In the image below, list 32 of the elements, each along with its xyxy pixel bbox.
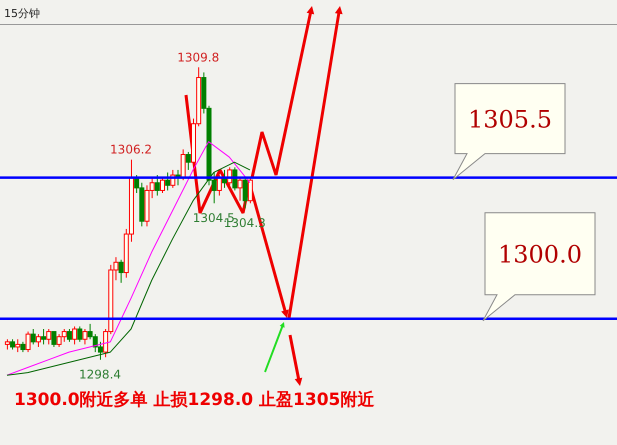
candlestick	[26, 331, 31, 353]
candlestick	[82, 328, 88, 345]
candlestick	[66, 328, 72, 342]
callout-box: 1305.5	[452, 83, 566, 180]
ref-line-label: 1305.5	[468, 106, 552, 134]
annotation: 1309.8	[177, 50, 220, 64]
candlestick	[30, 328, 36, 345]
candlestick	[180, 148, 186, 181]
annotation: 1306.2	[110, 142, 152, 157]
candlestick	[248, 177, 253, 204]
candlestick	[238, 177, 243, 202]
ref-line-label: 1300.0	[498, 240, 582, 269]
candlestick	[242, 177, 248, 209]
candlestick	[36, 334, 41, 348]
candlestick	[4, 338, 10, 350]
candlestick	[154, 174, 160, 196]
annotation: 1298.4	[79, 367, 122, 382]
candlestick	[41, 328, 46, 345]
candlestick	[46, 328, 52, 345]
candlestick	[10, 338, 16, 350]
candlestick	[165, 172, 170, 191]
text: 1300.0附近多单 止损1298.0 止盈1305附近	[14, 389, 374, 411]
callout-box: 1300.0	[482, 212, 596, 322]
candlestick	[77, 326, 82, 342]
candlestick	[118, 259, 124, 284]
chart-title: 15分钟	[4, 6, 40, 21]
candlestick	[160, 177, 165, 194]
candlestick	[51, 331, 56, 348]
candlestick	[20, 341, 26, 353]
candlestick	[186, 151, 191, 170]
candlestick	[72, 326, 78, 345]
candlestick	[15, 338, 20, 353]
